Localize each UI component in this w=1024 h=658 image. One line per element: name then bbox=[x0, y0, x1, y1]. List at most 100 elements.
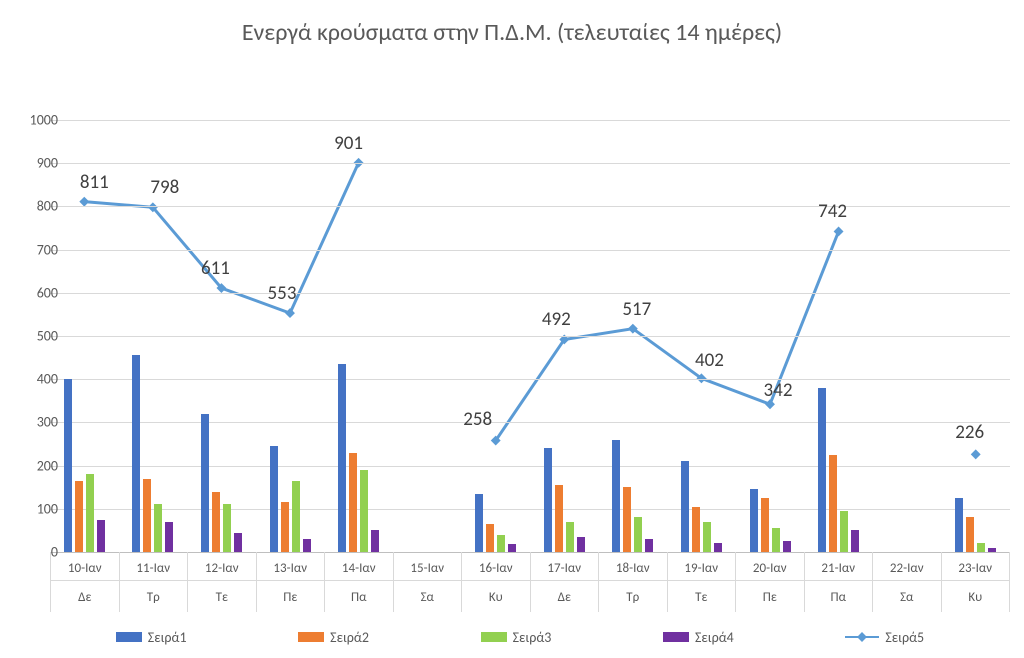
x-category: 15-ΙανΣα bbox=[393, 552, 462, 612]
bar-Σειρά3 bbox=[703, 522, 711, 552]
data-label: 258 bbox=[463, 408, 492, 431]
bar-Σειρά3 bbox=[566, 522, 574, 552]
x-category: 18-ΙανΤρ bbox=[598, 552, 667, 612]
marker-Σειρά5 bbox=[834, 227, 844, 237]
x-category-day: Πα bbox=[325, 580, 393, 609]
legend-label: Σειρά2 bbox=[330, 629, 369, 646]
legend-swatch bbox=[845, 632, 879, 642]
legend-label: Σειρά1 bbox=[148, 629, 187, 646]
bar-Σειρά3 bbox=[86, 474, 94, 552]
x-category-date: 11-Ιαν bbox=[136, 556, 170, 580]
gridline bbox=[50, 422, 1010, 423]
y-tick-label: 1000 bbox=[18, 112, 58, 129]
bar-Σειρά3 bbox=[292, 481, 300, 552]
chart-title: Ενεργά κρούσματα στην Π.Δ.Μ. (τελευταίες… bbox=[0, 18, 1024, 47]
x-category-day: Κυ bbox=[942, 580, 1010, 609]
data-label: 517 bbox=[622, 298, 651, 321]
x-category-date: 22-Ιαν bbox=[890, 556, 924, 580]
x-category-date: 14-Ιαν bbox=[342, 556, 376, 580]
x-category: 22-ΙανΣα bbox=[872, 552, 941, 612]
bar-Σειρά2 bbox=[75, 481, 83, 552]
gridline bbox=[50, 509, 1010, 510]
x-category: 17-ΙανΔε bbox=[530, 552, 599, 612]
data-label: 811 bbox=[80, 171, 109, 194]
data-label: 553 bbox=[268, 282, 297, 305]
legend-item: Σειρά5 bbox=[845, 629, 924, 646]
data-label: 742 bbox=[818, 200, 847, 223]
data-label: 226 bbox=[955, 421, 984, 444]
legend: Σειρά1Σειρά2Σειρά3Σειρά4Σειρά5 bbox=[60, 624, 980, 650]
bar-Σειρά2 bbox=[143, 479, 151, 552]
legend-label: Σειρά5 bbox=[885, 629, 924, 646]
x-category-date: 12-Ιαν bbox=[205, 556, 239, 580]
y-tick-label: 800 bbox=[18, 198, 58, 215]
x-category-day: Τε bbox=[188, 580, 256, 609]
gridline bbox=[50, 336, 1010, 337]
chart-container: Ενεργά κρούσματα στην Π.Δ.Μ. (τελευταίες… bbox=[0, 0, 1024, 658]
y-tick-label: 500 bbox=[18, 328, 58, 345]
x-category: 21-ΙανΠα bbox=[804, 552, 873, 612]
y-tick-label: 300 bbox=[18, 414, 58, 431]
bar-Σειρά1 bbox=[64, 379, 72, 552]
bar-Σειρά3 bbox=[154, 504, 162, 552]
bar-Σειρά4 bbox=[97, 520, 105, 552]
bar-Σειρά3 bbox=[634, 517, 642, 552]
x-category-date: 17-Ιαν bbox=[547, 556, 581, 580]
bar-Σειρά4 bbox=[577, 537, 585, 552]
bar-Σειρά2 bbox=[349, 453, 357, 552]
bar-Σειρά4 bbox=[371, 530, 379, 552]
y-tick-label: 600 bbox=[18, 284, 58, 301]
legend-item: Σειρά4 bbox=[663, 629, 734, 646]
x-axis-categories: 10-ΙανΔε11-ΙανΤρ12-ΙανΤε13-ΙανΠε14-ΙανΠα… bbox=[50, 552, 1010, 612]
x-category-day: Κυ bbox=[462, 580, 530, 609]
plot-area: 811798611553901258492517402342742226 bbox=[50, 120, 1010, 553]
bar-Σειρά3 bbox=[497, 535, 505, 552]
bar-Σειρά2 bbox=[692, 507, 700, 552]
bar-Σειρά2 bbox=[486, 524, 494, 552]
x-category: 23-ΙανΚυ bbox=[941, 552, 1011, 612]
bar-Σειρά1 bbox=[338, 364, 346, 552]
bar-Σειρά2 bbox=[212, 492, 220, 552]
gridline bbox=[50, 206, 1010, 207]
bar-Σειρά4 bbox=[714, 543, 722, 552]
marker-Σειρά5 bbox=[971, 449, 981, 459]
bar-Σειρά4 bbox=[783, 541, 791, 552]
data-label: 611 bbox=[201, 257, 230, 280]
legend-item: Σειρά1 bbox=[116, 629, 187, 646]
bar-Σειρά3 bbox=[360, 470, 368, 552]
bar-Σειρά3 bbox=[772, 528, 780, 552]
bar-Σειρά1 bbox=[612, 440, 620, 552]
y-tick-label: 100 bbox=[18, 500, 58, 517]
x-category-date: 23-Ιαν bbox=[958, 556, 992, 580]
bar-Σειρά2 bbox=[829, 455, 837, 552]
x-category: 13-ΙανΠε bbox=[256, 552, 325, 612]
x-category-day: Σα bbox=[394, 580, 462, 609]
bar-Σειρά3 bbox=[977, 543, 985, 552]
gridline bbox=[50, 250, 1010, 251]
bar-Σειρά4 bbox=[234, 533, 242, 552]
x-category: 16-ΙανΚυ bbox=[461, 552, 530, 612]
data-label: 798 bbox=[150, 176, 179, 199]
y-tick-label: 700 bbox=[18, 241, 58, 258]
bar-Σειρά4 bbox=[851, 530, 859, 552]
bar-Σειρά1 bbox=[475, 494, 483, 552]
x-category-day: Δε bbox=[531, 580, 599, 609]
x-category-date: 13-Ιαν bbox=[273, 556, 307, 580]
legend-swatch bbox=[663, 632, 689, 642]
legend-label: Σειρά4 bbox=[695, 629, 734, 646]
x-category-day: Τρ bbox=[120, 580, 188, 609]
marker-Σειρά5 bbox=[79, 197, 89, 207]
bar-Σειρά2 bbox=[966, 517, 974, 552]
bar-Σειρά4 bbox=[645, 539, 653, 552]
bar-Σειρά1 bbox=[818, 388, 826, 552]
x-category: 11-ΙανΤρ bbox=[119, 552, 188, 612]
bar-Σειρά1 bbox=[681, 461, 689, 552]
x-category: 12-ΙανΤε bbox=[187, 552, 256, 612]
bar-Σειρά3 bbox=[840, 511, 848, 552]
x-category-date: 10-Ιαν bbox=[68, 556, 102, 580]
gridline bbox=[50, 466, 1010, 467]
x-category: 14-ΙανΠα bbox=[324, 552, 393, 612]
y-tick-label: 0 bbox=[18, 544, 58, 561]
y-tick-label: 400 bbox=[18, 371, 58, 388]
bar-Σειρά1 bbox=[750, 489, 758, 552]
